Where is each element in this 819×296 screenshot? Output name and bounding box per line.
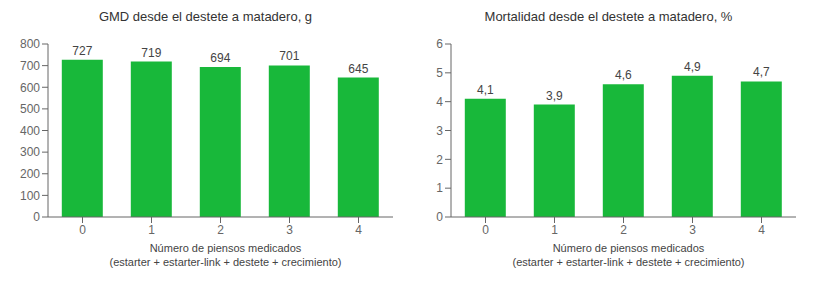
svg-text:2: 2 <box>620 223 627 237</box>
html-text:(estarter + estarter-link + de: (estarter + estarter-link + destete + cr… <box>109 256 342 268</box>
svg-text:1: 1 <box>551 223 558 237</box>
svg-text:3: 3 <box>286 223 293 237</box>
svg-text:0: 0 <box>79 223 86 237</box>
svg-text:0: 0 <box>33 210 40 224</box>
html-text:GMD desde el destete a matader: GMD desde el destete a matadero, g <box>98 9 313 24</box>
svg-text:4,6: 4,6 <box>615 68 632 82</box>
svg-text:4,1: 4,1 <box>477 83 494 97</box>
svg-text:500: 500 <box>20 102 40 116</box>
html-text:(estarter + estarter-link + de: (estarter + estarter-link + destete + cr… <box>512 256 745 268</box>
svg-text:2: 2 <box>217 223 224 237</box>
svg-text:0: 0 <box>482 223 489 237</box>
svg-text:600: 600 <box>20 81 40 95</box>
svg-text:3: 3 <box>436 124 443 138</box>
svg-text:1: 1 <box>148 223 155 237</box>
svg-text:645: 645 <box>348 62 368 76</box>
html-text:Número de piensos medicados: Número de piensos medicados <box>149 242 302 254</box>
svg-text:6: 6 <box>436 37 443 51</box>
svg-text:4: 4 <box>436 95 443 109</box>
svg-text:800: 800 <box>20 37 40 51</box>
svg-text:694: 694 <box>210 51 230 65</box>
svg-text:3: 3 <box>689 223 696 237</box>
svg-text:400: 400 <box>20 124 40 138</box>
svg-text:4: 4 <box>355 223 362 237</box>
html-text:Mortalidad desde el destete a: Mortalidad desde el destete a matadero, … <box>484 9 733 24</box>
svg-text:2: 2 <box>436 153 443 167</box>
svg-text:727: 727 <box>72 44 92 58</box>
svg-text:700: 700 <box>20 59 40 73</box>
svg-text:300: 300 <box>20 145 40 159</box>
svg-text:4,9: 4,9 <box>684 60 701 74</box>
svg-text:0: 0 <box>436 210 443 224</box>
html-text:Número de piensos medicados: Número de piensos medicados <box>552 242 705 254</box>
svg-text:3,9: 3,9 <box>546 89 563 103</box>
svg-text:1: 1 <box>436 181 443 195</box>
svg-text:719: 719 <box>141 46 161 60</box>
svg-text:200: 200 <box>20 167 40 181</box>
svg-text:5: 5 <box>436 66 443 80</box>
svg-text:701: 701 <box>279 49 299 63</box>
svg-text:100: 100 <box>20 189 40 203</box>
svg-text:4,7: 4,7 <box>753 65 770 79</box>
svg-text:4: 4 <box>758 223 765 237</box>
